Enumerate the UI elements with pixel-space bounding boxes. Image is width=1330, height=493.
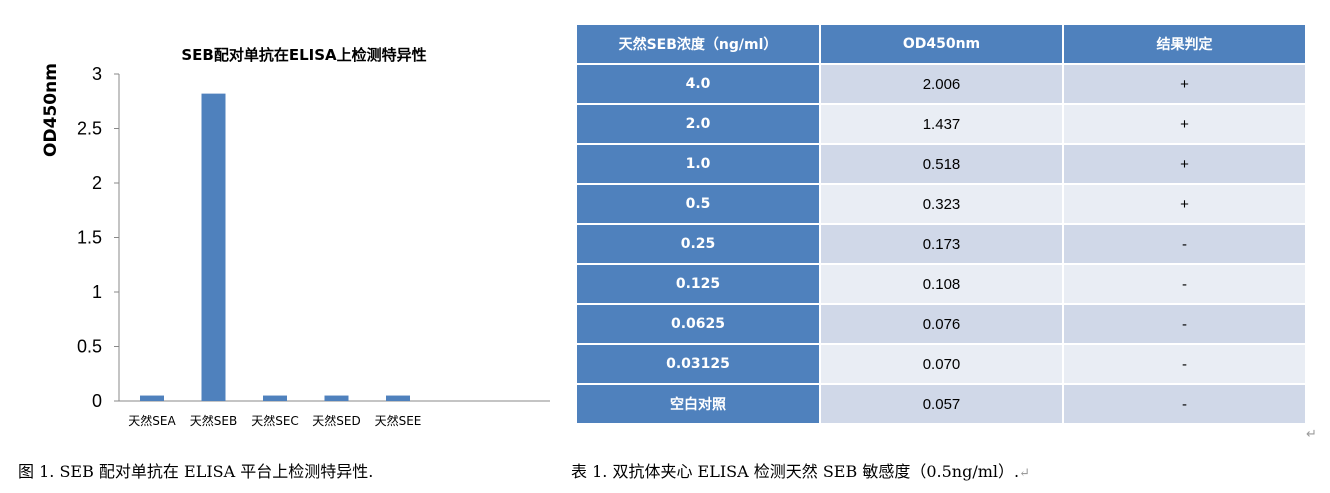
cell-concentration: 0.0625 (575, 303, 821, 345)
paragraph-return-mark: ↵ (1019, 466, 1030, 481)
cell-concentration: 0.03125 (575, 343, 821, 385)
table-header-row: 天然SEB浓度（ng/ml） OD450nm 结果判定 (575, 23, 1307, 65)
cell-concentration: 1.0 (575, 143, 821, 185)
cell-od450: 0.057 (819, 383, 1064, 425)
cell-result: - (1062, 383, 1307, 425)
cell-concentration: 0.25 (575, 223, 821, 265)
table-row: 0.25 0.173 - (575, 223, 1307, 265)
header-od450: OD450nm (819, 23, 1064, 65)
cell-od450: 1.437 (819, 103, 1064, 145)
table-row: 0.0625 0.076 - (575, 303, 1307, 345)
chart-title: SEB配对单抗在ELISA上检测特异性 (181, 46, 426, 64)
cell-od450: 0.076 (819, 303, 1064, 345)
paragraph-return-mark: ↵ (1306, 427, 1317, 442)
y-tick-label: 0 (92, 391, 102, 411)
cell-concentration: 0.125 (575, 263, 821, 305)
sensitivity-table: 天然SEB浓度（ng/ml） OD450nm 结果判定 4.0 2.006 + … (575, 23, 1307, 425)
cell-concentration: 2.0 (575, 103, 821, 145)
bars (140, 93, 410, 402)
y-tick-label: 1.5 (77, 228, 102, 248)
header-concentration: 天然SEB浓度（ng/ml） (575, 23, 821, 65)
bar (140, 395, 164, 401)
cell-result: - (1062, 303, 1307, 345)
bar (201, 93, 226, 402)
table-row: 0.125 0.108 - (575, 263, 1307, 305)
bar (386, 395, 410, 401)
y-axis-label: OD450nm (41, 63, 61, 157)
y-tick-label: 2.5 (77, 119, 102, 139)
table-row: 2.0 1.437 + (575, 103, 1307, 145)
cell-od450: 0.108 (819, 263, 1064, 305)
cell-result: + (1062, 63, 1307, 105)
table-row: 空白对照 0.057 - (575, 383, 1307, 425)
x-tick-label: 天然SEC (251, 413, 299, 428)
cell-od450: 0.070 (819, 343, 1064, 385)
x-tick-label: 天然SEE (375, 413, 422, 428)
cell-result: + (1062, 103, 1307, 145)
cell-concentration: 空白对照 (575, 383, 821, 425)
figure-caption: 图 1. SEB 配对单抗在 ELISA 平台上检测特异性. (18, 458, 373, 482)
cell-result: + (1062, 143, 1307, 185)
cell-od450: 0.518 (819, 143, 1064, 185)
cell-result: + (1062, 183, 1307, 225)
cell-od450: 0.173 (819, 223, 1064, 265)
bar (263, 395, 287, 401)
table-row: 0.03125 0.070 - (575, 343, 1307, 385)
sensitivity-table-container: 天然SEB浓度（ng/ml） OD450nm 结果判定 4.0 2.006 + … (575, 23, 1307, 425)
cell-result: - (1062, 343, 1307, 385)
table-row: 4.0 2.006 + (575, 63, 1307, 105)
x-tick-labels: 天然SEA 天然SEB 天然SEC 天然SED 天然SEE (128, 413, 421, 428)
axis-ticks: 0 0.5 1 1.5 2 2.5 3 (77, 64, 119, 411)
cell-result: - (1062, 263, 1307, 305)
x-tick-label: 天然SED (312, 413, 360, 428)
header-result: 结果判定 (1062, 23, 1307, 65)
y-tick-label: 3 (92, 64, 102, 84)
cell-result: - (1062, 223, 1307, 265)
table-caption-text: 表 1. 双抗体夹心 ELISA 检测天然 SEB 敏感度（0.5ng/ml）. (571, 462, 1020, 481)
y-tick-label: 0.5 (77, 337, 102, 357)
bar (324, 395, 349, 401)
cell-od450: 0.323 (819, 183, 1064, 225)
table-row: 1.0 0.518 + (575, 143, 1307, 185)
cell-od450: 2.006 (819, 63, 1064, 105)
x-tick-label: 天然SEA (128, 413, 176, 428)
table-caption: 表 1. 双抗体夹心 ELISA 检测天然 SEB 敏感度（0.5ng/ml）.… (571, 458, 1030, 482)
y-tick-label: 2 (92, 173, 102, 193)
cell-concentration: 4.0 (575, 63, 821, 105)
cell-concentration: 0.5 (575, 183, 821, 225)
x-tick-label: 天然SEB (190, 413, 237, 428)
bar-chart: SEB配对单抗在ELISA上检测特异性 OD450nm 0 0.5 1 1.5 2 2.5… (41, 46, 550, 428)
y-tick-label: 1 (92, 282, 102, 302)
table-row: 0.5 0.323 + (575, 183, 1307, 225)
figure-caption-text: 图 1. SEB 配对单抗在 ELISA 平台上检测特异性. (18, 462, 374, 481)
